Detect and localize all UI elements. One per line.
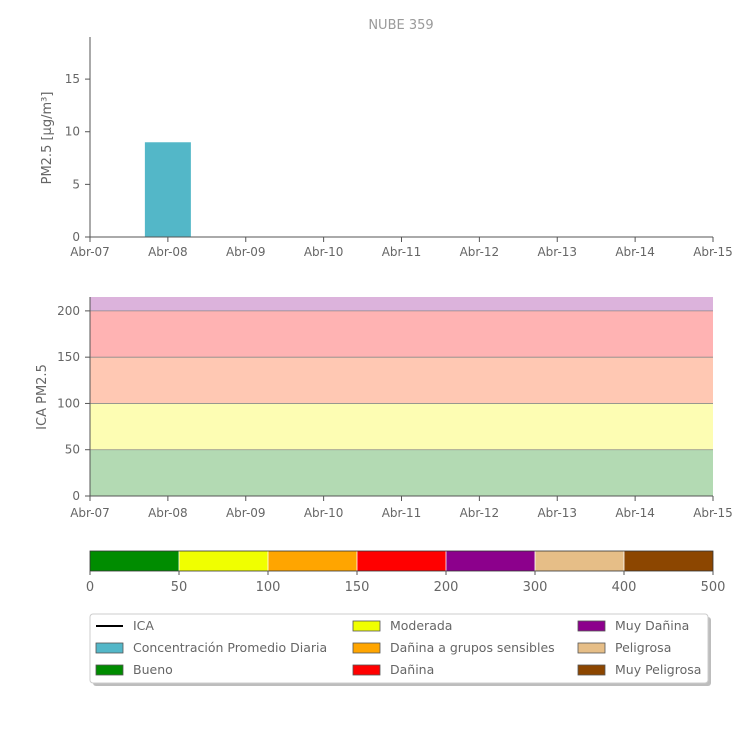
colorbar-tick-label: 400	[612, 580, 637, 595]
x-tick-label: Abr-12	[460, 245, 500, 259]
aqi-colorbar: 0 50 100 150 200 300 400 500	[86, 550, 726, 595]
x-tick-label: Abr-07	[70, 506, 110, 520]
colorbar-segment	[179, 551, 268, 571]
legend-label: Moderada	[390, 618, 452, 633]
x-tick-label: Abr-13	[537, 506, 577, 520]
colorbar-frame	[89, 550, 714, 572]
x-tick-label: Abr-11	[382, 245, 422, 259]
chart-title: NUBE 359	[368, 18, 433, 33]
ica-band-100-150	[90, 357, 713, 404]
x-tick-label: Abr-12	[460, 506, 500, 520]
legend-label: Bueno	[133, 662, 173, 677]
colorbar-tick-label: 50	[171, 580, 188, 595]
legend-label: Peligrosa	[615, 640, 671, 655]
colorbar-tick-label: 0	[86, 580, 94, 595]
x-tick-label: Abr-15	[693, 245, 733, 259]
x-tick-label: Abr-07	[70, 245, 110, 259]
chart-legend: ICA Concentración Promedio Diaria Bueno Mod…	[89, 613, 711, 686]
legend-swatch	[95, 642, 124, 654]
ica-band-150-200	[90, 310, 713, 358]
colorbar-tick-label: 500	[701, 580, 726, 595]
legend-swatch	[577, 620, 606, 632]
legend-label: Muy Peligrosa	[615, 662, 701, 677]
colorbar-tick-label: 150	[345, 580, 370, 595]
y-tick-label: 15	[65, 72, 80, 86]
x-tick-label: Abr-13	[537, 245, 577, 259]
y-tick-label: 0	[72, 489, 80, 503]
legend-swatch	[352, 642, 381, 654]
y-tick-label: 0	[72, 230, 80, 244]
legend-label: ICA	[133, 618, 154, 633]
ica-band-200-215	[90, 297, 713, 311]
x-tick-label: Abr-08	[148, 506, 188, 520]
legend-label: Dañina a grupos sensibles	[390, 640, 555, 655]
y-axis-label: PM2.5 [μg/m³]	[40, 92, 55, 185]
x-tick-label: Abr-09	[226, 245, 266, 259]
legend-label: Dañina	[390, 662, 434, 677]
legend-label: Muy Dañina	[615, 618, 689, 633]
colorbar-segment	[90, 551, 179, 571]
y-tick-label: 100	[57, 396, 80, 410]
x-tick-label: Abr-10	[304, 245, 344, 259]
legend-label: Concentración Promedio Diaria	[133, 640, 327, 655]
ica-band-0-50	[90, 449, 713, 496]
legend-swatch	[95, 664, 124, 676]
x-tick-label: Abr-14	[615, 506, 655, 520]
x-tick-label: Abr-09	[226, 506, 266, 520]
ica-band-50-100	[90, 403, 713, 450]
x-tick-label: Abr-08	[148, 245, 188, 259]
colorbar-segment	[446, 551, 535, 571]
colorbar-tick-label: 300	[523, 580, 548, 595]
legend-swatch	[352, 620, 381, 632]
ica-band-chart: 0 50 100 150 200 Abr-07 Abr-08 Abr-09 Abr-10 Abr-…	[35, 297, 733, 520]
colorbar-segment	[357, 551, 446, 571]
bar-abr-08	[144, 142, 191, 237]
legend-swatch	[577, 664, 606, 676]
y-tick-label: 150	[57, 350, 80, 364]
y-tick-label: 10	[65, 125, 80, 139]
x-tick-label: Abr-15	[693, 506, 733, 520]
x-tick-label: Abr-11	[382, 506, 422, 520]
x-tick-label: Abr-14	[615, 245, 655, 259]
y-tick-label: 200	[57, 304, 80, 318]
legend-box	[89, 613, 709, 684]
legend-swatch	[352, 664, 381, 676]
colorbar-segment	[624, 551, 713, 571]
colorbar-segment	[268, 551, 357, 571]
colorbar-tick-label: 200	[434, 580, 459, 595]
y-axis-label: ICA PM2.5	[35, 364, 50, 430]
y-tick-label: 5	[72, 177, 80, 191]
x-tick-label: Abr-10	[304, 506, 344, 520]
legend-swatch	[577, 642, 606, 654]
pm25-bar-chart: 0 5 10 15 Abr-07 Abr-08 Abr-09 Abr-10 Abr-11 Abr-…	[40, 37, 733, 259]
y-tick-label: 50	[65, 443, 80, 457]
colorbar-segment	[535, 551, 624, 571]
colorbar-tick-label: 100	[256, 580, 281, 595]
